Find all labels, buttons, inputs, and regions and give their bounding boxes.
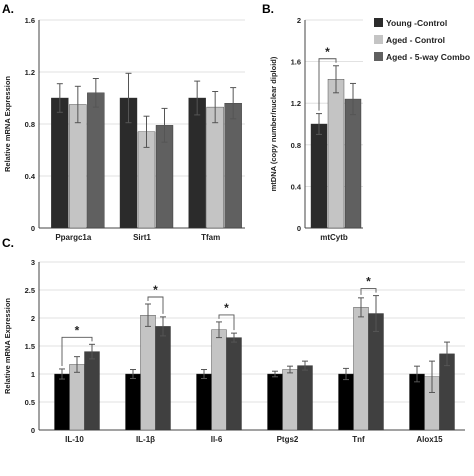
legend: Young -Control Aged - Control Aged - 5-w… xyxy=(374,18,470,62)
y-tick-label: 1.2 xyxy=(291,99,301,108)
legend-label-combo: Aged - 5-way Combo xyxy=(386,52,470,62)
y-tick-label: 0.5 xyxy=(25,398,35,407)
y-axis-label: Relative mRNA Expression xyxy=(3,298,12,394)
bar xyxy=(409,373,425,431)
x-tick-label: Alox15 xyxy=(416,435,443,444)
panel-letter-a: A. xyxy=(2,2,14,16)
y-tick-label: 0 xyxy=(31,224,35,233)
y-axis-label: mtDNA (copy number/nuclear diploid) xyxy=(269,56,278,191)
significance-star: * xyxy=(75,323,80,337)
y-tick-label: 2 xyxy=(31,314,35,323)
bar xyxy=(196,373,212,431)
y-tick-label: 3 xyxy=(31,258,35,267)
y-tick-label: 0.8 xyxy=(25,120,35,129)
bar xyxy=(51,97,69,229)
bar xyxy=(69,364,85,431)
y-tick-label: 0 xyxy=(31,426,35,435)
bar xyxy=(297,365,313,431)
panel-letter-c: C. xyxy=(2,236,14,250)
x-tick-label: Tnf xyxy=(352,435,365,444)
bar xyxy=(140,315,156,431)
bar xyxy=(155,326,171,431)
legend-swatch-young xyxy=(374,18,383,27)
bar xyxy=(282,369,298,431)
x-tick-label: Il-6 xyxy=(211,435,223,444)
y-tick-label: 1.5 xyxy=(25,342,35,351)
chart-panel-c: 0 0.5 1 1.5 2 2.5 3 Relative mRNA Expression IL-… xyxy=(3,258,465,444)
chart-panel-a: 0 0.4 0.8 1.2 1.6 Relative mRNA Expression Ppa… xyxy=(3,16,245,242)
bar xyxy=(267,373,283,431)
bar xyxy=(327,79,345,229)
significance-star: * xyxy=(325,45,330,59)
y-tick-label: 2.5 xyxy=(25,286,35,295)
bar xyxy=(310,123,328,229)
significance-star: * xyxy=(153,283,158,297)
x-tick-label: Ppargc1a xyxy=(55,233,92,242)
x-tick-label: IL-10 xyxy=(65,435,84,444)
legend-label-aged: Aged - Control xyxy=(386,35,445,45)
x-tick-label: Ptgs2 xyxy=(277,435,299,444)
significance-bracket xyxy=(318,58,337,111)
y-tick-label: 1.6 xyxy=(291,58,301,67)
y-tick-label: 0 xyxy=(297,224,301,233)
y-tick-label: 1.6 xyxy=(25,16,35,25)
y-tick-label: 2 xyxy=(297,16,301,25)
legend-label-young: Young -Control xyxy=(386,18,447,28)
legend-swatch-aged xyxy=(374,35,383,44)
x-tick-label: Sirt1 xyxy=(133,233,151,242)
panel-letter-b: B. xyxy=(262,2,274,16)
significance-bracket xyxy=(61,336,93,366)
y-tick-label: 0.4 xyxy=(291,182,302,191)
y-axis-label: Relative mRNA Expression xyxy=(3,76,12,172)
bar xyxy=(224,102,242,229)
bar xyxy=(54,373,70,431)
significance-star: * xyxy=(366,275,371,289)
bar xyxy=(206,106,224,229)
x-tick-label: Tfam xyxy=(201,233,220,242)
bar xyxy=(84,351,100,431)
y-tick-label: 0.4 xyxy=(25,172,36,181)
bar xyxy=(188,97,206,229)
x-tick-label: IL-1β xyxy=(136,435,155,444)
bar xyxy=(353,307,369,431)
legend-swatch-combo xyxy=(374,52,383,61)
y-tick-label: 0.8 xyxy=(291,141,301,150)
bar xyxy=(87,92,105,229)
bar xyxy=(344,98,362,229)
bar xyxy=(226,337,242,431)
y-tick-label: 1 xyxy=(31,370,35,379)
significance-star: * xyxy=(224,301,229,315)
significance-bracket xyxy=(147,296,164,314)
significance-bracket xyxy=(218,314,235,331)
bar xyxy=(125,373,141,431)
bar xyxy=(211,329,227,431)
chart-panel-b: 0 0.4 0.8 1.2 1.6 2 mtDNA (copy number/nuclear… xyxy=(269,16,363,242)
y-tick-label: 1.2 xyxy=(25,68,35,77)
significance-bracket xyxy=(360,288,377,295)
bar xyxy=(338,373,354,431)
x-tick-label: mtCytb xyxy=(320,233,348,242)
